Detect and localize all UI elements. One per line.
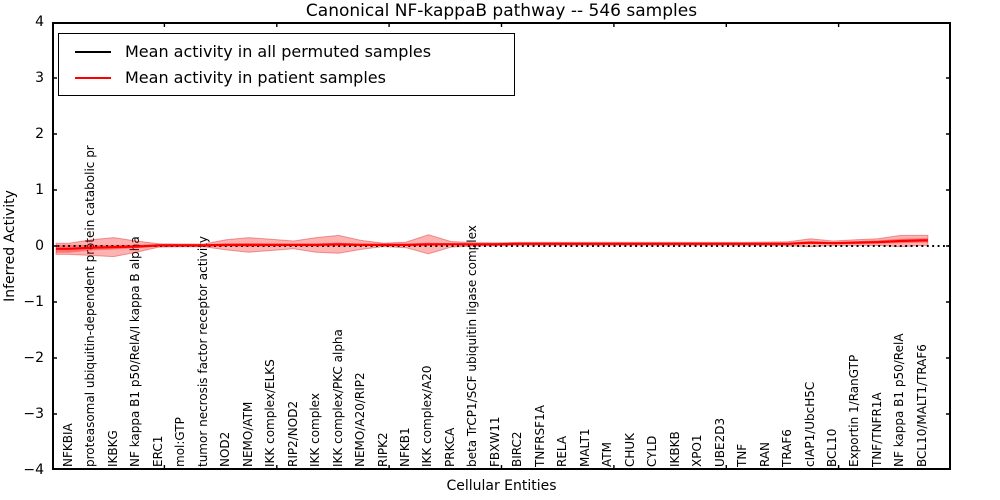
y-tick-label: −4 — [23, 462, 44, 478]
y-tick-label: 0 — [35, 238, 44, 254]
y-tick-label: −1 — [23, 294, 44, 310]
y-tick-label: 4 — [35, 14, 44, 30]
plot-area — [52, 21, 951, 471]
y-tick-label: 2 — [35, 126, 44, 142]
permuted-line-swatch — [75, 50, 111, 53]
x-axis-label: Cellular Entities — [446, 478, 557, 494]
legend: Mean activity in all permuted samples Me… — [58, 33, 515, 96]
y-tick-label: 3 — [35, 70, 44, 86]
y-tick-label: −3 — [23, 406, 44, 422]
chart-title: Canonical NF-kappaB pathway -- 546 sampl… — [305, 1, 698, 21]
y-tick-label: 1 — [35, 182, 44, 198]
y-tick-label: −2 — [23, 350, 44, 366]
legend-item-patient: Mean activity in patient samples — [75, 68, 514, 87]
legend-label: Mean activity in all permuted samples — [125, 42, 432, 61]
legend-label: Mean activity in patient samples — [125, 68, 386, 87]
patient-mean-line — [56, 239, 928, 250]
legend-item-permuted: Mean activity in all permuted samples — [75, 42, 514, 61]
patient-line-swatch — [75, 76, 111, 79]
